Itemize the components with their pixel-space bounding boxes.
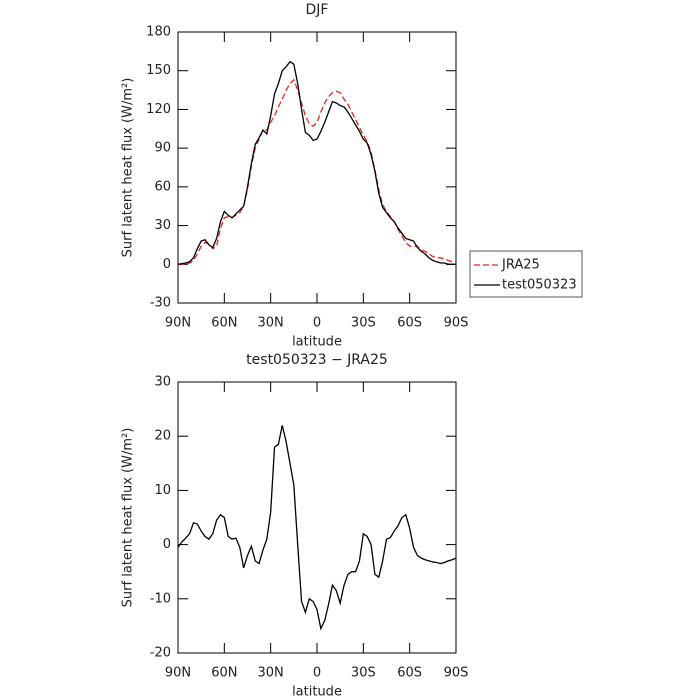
chart-title: test050323 − JRA25 [246, 352, 388, 368]
y-tick-label: -30 [150, 296, 171, 311]
y-tick-label: 30 [154, 375, 171, 390]
y-tick-label: 0 [163, 257, 171, 272]
y-tick-label: 180 [146, 25, 171, 40]
x-tick-label: 90S [444, 666, 469, 681]
legend-label: JRA25 [501, 258, 540, 273]
y-tick-label: 0 [163, 537, 171, 552]
x-tick-label: 90N [165, 666, 191, 681]
x-tick-label: 60N [211, 666, 237, 681]
y-axis-label: Surf latent heat flux (W/m²) [121, 428, 136, 608]
x-tick-label: 60S [397, 316, 422, 331]
legend-box [469, 250, 583, 298]
y-tick-label: 20 [154, 429, 171, 444]
x-axis-label: latitude [292, 685, 342, 700]
y-tick-label: -10 [150, 591, 171, 606]
plot-frame [177, 31, 457, 304]
x-tick-label: 60N [211, 316, 237, 331]
legend-label: test050323 [502, 278, 577, 293]
data-line [178, 78, 456, 265]
y-tick-label: 30 [154, 218, 171, 233]
x-tick-label: 30S [351, 666, 376, 681]
x-axis-label: latitude [292, 335, 342, 350]
x-tick-label: 30N [258, 666, 284, 681]
x-tick-label: 30S [351, 316, 376, 331]
data-line [177, 60, 456, 265]
y-axis-label: Surf latent heat flux (W/m²) [121, 78, 136, 258]
plot-frame [177, 381, 457, 654]
data-line [177, 425, 457, 631]
chart-title: DJF [306, 2, 329, 18]
y-tick-label: 90 [154, 141, 171, 156]
y-tick-label: 150 [146, 63, 171, 78]
x-tick-label: 0 [313, 666, 321, 681]
x-tick-label: 30N [258, 316, 284, 331]
x-tick-label: 60S [397, 666, 422, 681]
x-tick-label: 90N [165, 316, 191, 331]
x-tick-label: 90S [444, 316, 469, 331]
x-tick-label: 0 [313, 316, 321, 331]
y-tick-label: 10 [154, 483, 171, 498]
y-tick-label: -20 [150, 646, 171, 661]
y-tick-label: 60 [154, 179, 171, 194]
y-tick-label: 120 [146, 102, 171, 117]
